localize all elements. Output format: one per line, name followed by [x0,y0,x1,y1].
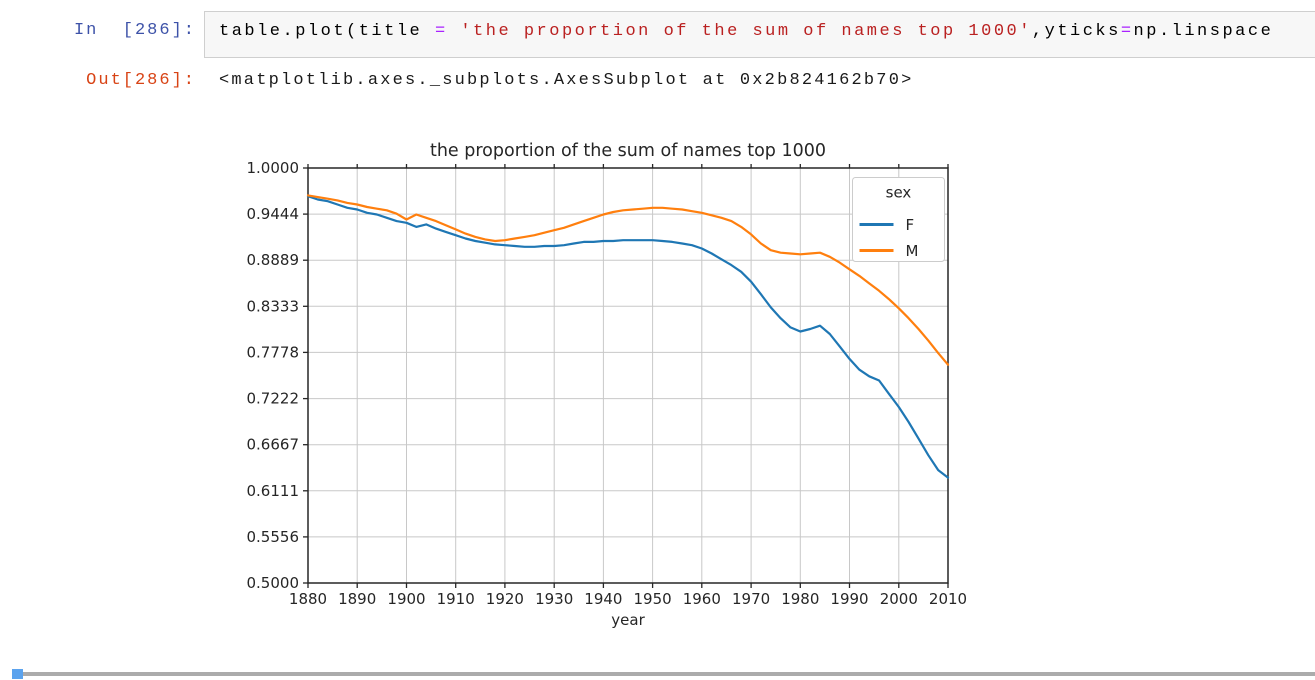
matplotlib-chart: 1880 1890 1900 1910 1920 1930 1940 1950 1960 1970… [247,141,968,629]
x-tick-label: 1900 [387,590,425,608]
legend: sex FM [852,177,945,262]
x-tick-label: 2000 [880,590,918,608]
x-tick-label: 1930 [535,590,573,608]
input-prompt: In [286]: [73,21,196,40]
x-axis-label: year [611,611,645,629]
code-token-operator: = [434,22,461,41]
legend-label-f: F [906,216,915,234]
legend-frame [852,177,945,262]
y-tick-label: 0.7778 [247,343,300,361]
code-cell-input[interactable]: table.plot(title = 'the proportion of th… [204,11,1315,58]
x-tick-label: 2010 [929,590,967,608]
y-tick-label: 0.6667 [247,436,300,454]
code-token-operator: = [1120,22,1134,41]
x-tick-label: 1990 [830,590,868,608]
x-tick-label: 1970 [732,590,770,608]
x-tick-label: 1920 [486,590,524,608]
y-tick-label: 0.9444 [247,205,300,223]
x-tick-label: 1960 [683,590,721,608]
series-line-m [306,194,950,366]
x-tick-label: 1890 [338,590,376,608]
code-token-string: 'the proportion of the sum of names top … [460,22,1032,41]
code-token-plain: table.plot(title [219,22,435,41]
next-cell-top-border[interactable] [12,672,1315,676]
y-tick-label: 0.8333 [247,297,300,315]
code-token-plain: ,yticks [1031,22,1121,41]
y-tick-label: 0.8889 [247,251,300,269]
y-tick-label: 0.5000 [247,574,300,592]
series-line-f [306,195,950,479]
y-tick-label: 0.7222 [247,390,300,408]
x-tick-label: 1910 [437,590,475,608]
legend-label-m: M [906,242,919,260]
output-prompt: Out[286]: [86,71,196,90]
output-repr-text: <matplotlib.axes._subplots.AxesSubplot a… [219,71,914,90]
chart-title: the proportion of the sum of names top 1… [430,141,826,161]
x-tick-label: 1880 [289,590,327,608]
y-tick-label: 0.5556 [247,528,300,546]
y-tick-label: 1.0000 [247,159,300,177]
code-line[interactable]: table.plot(title = 'the proportion of th… [219,22,1273,42]
next-cell-selection-corner[interactable] [12,669,23,679]
y-tick-label: 0.6111 [247,482,300,500]
code-token-plain: np.linspace [1133,22,1274,41]
x-tick-label: 1980 [781,590,819,608]
legend-title: sex [886,184,912,202]
x-tick-label: 1940 [584,590,622,608]
x-tick-label: 1950 [634,590,672,608]
axes-spines [307,167,949,584]
